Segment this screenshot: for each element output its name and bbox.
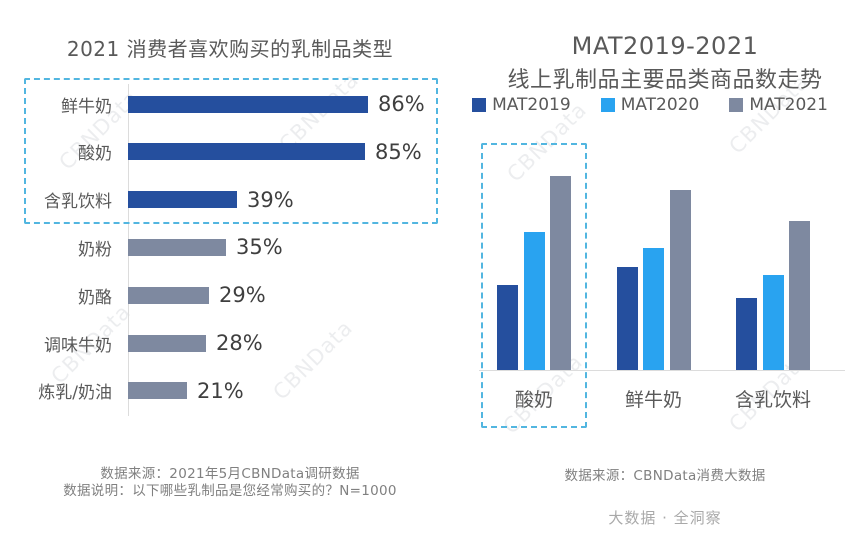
legend-item: MAT2020 <box>600 95 700 115</box>
bar-value-label: 21% <box>197 378 244 403</box>
bar-category-label: 调味牛奶 <box>44 335 112 356</box>
bar <box>128 382 187 400</box>
vbar-MAT2020 <box>762 275 784 370</box>
bar-row: 含乳饮料 39% <box>0 187 460 213</box>
left-highlight-dashed-box <box>24 78 438 224</box>
vbar-MAT2019 <box>736 298 757 370</box>
vbar-MAT2020 <box>523 232 545 370</box>
bar <box>128 95 368 113</box>
bar <box>128 238 226 256</box>
left-chart-title: 2021 消费者喜欢购买的乳制品类型 <box>66 36 394 61</box>
bar-value-label: 86% <box>378 92 425 116</box>
bar-row: 酸奶 85% <box>0 139 460 165</box>
bar-row: 奶粉 35% <box>0 235 460 260</box>
legend-swatch <box>472 98 487 112</box>
right-chart-subtitle: 线上乳制品主要品类商品数走势 <box>507 68 823 94</box>
legend: MAT2019 MAT2020 MAT2021 <box>450 95 850 115</box>
bar-value-label: 28% <box>216 331 263 356</box>
legend-swatch <box>600 98 615 112</box>
bar-row: 鲜牛奶 86% <box>0 92 460 117</box>
vbar-MAT2021 <box>669 190 691 370</box>
legend-item: MAT2021 <box>729 95 828 115</box>
vbar-MAT2019 <box>616 267 638 370</box>
legend-item: MAT2019 <box>472 95 571 115</box>
bar <box>128 286 209 304</box>
right-chart-source: 数据来源：CBNData消费大数据 <box>564 467 766 484</box>
bar-category-label: 炼乳/奶油 <box>38 383 112 404</box>
bar-category-label: 奶酪 <box>78 287 112 308</box>
bar-value-label: 39% <box>247 187 294 212</box>
group-category-label: 酸奶 <box>514 389 553 411</box>
bar-category-label: 奶粉 <box>78 239 112 260</box>
vbar-MAT2020 <box>643 248 664 370</box>
brand-footer: 大数据 · 全洞察 <box>608 509 722 527</box>
bar <box>128 143 365 161</box>
right-chart-axis-line <box>479 370 845 371</box>
legend-label: MAT2019 <box>492 95 571 115</box>
bar-value-label: 29% <box>219 283 266 308</box>
legend-label: MAT2020 <box>620 95 700 115</box>
bar-category-label: 含乳饮料 <box>44 192 112 213</box>
group-category-label: 含乳饮料 <box>734 389 811 411</box>
vbar-MAT2021 <box>789 221 810 370</box>
group-category-label: 鲜牛奶 <box>624 389 682 411</box>
vbar-MAT2021 <box>550 176 571 370</box>
left-chart-source: 数据来源：2021年5月CBNData调研数据 <box>100 465 360 482</box>
bar-category-label: 鲜牛奶 <box>61 96 112 117</box>
bar-value-label: 35% <box>236 235 283 260</box>
right-highlight-dashed-box <box>481 143 587 428</box>
legend-swatch <box>729 98 744 112</box>
bar <box>128 191 237 209</box>
bar-row: 奶酪 29% <box>0 283 460 308</box>
bar-row: 炼乳/奶油 21% <box>0 378 460 404</box>
bar <box>128 334 206 352</box>
vbar-MAT2019 <box>497 285 518 370</box>
right-chart-title: MAT2019-2021 <box>571 31 759 60</box>
bar-category-label: 酸奶 <box>78 144 112 165</box>
bar-row: 调味牛奶 28% <box>0 331 460 356</box>
bar-value-label: 85% <box>375 139 422 164</box>
legend-label: MAT2021 <box>749 95 828 115</box>
left-chart-note: 数据说明：以下哪些乳制品是您经常购买的？N=1000 <box>63 482 397 499</box>
